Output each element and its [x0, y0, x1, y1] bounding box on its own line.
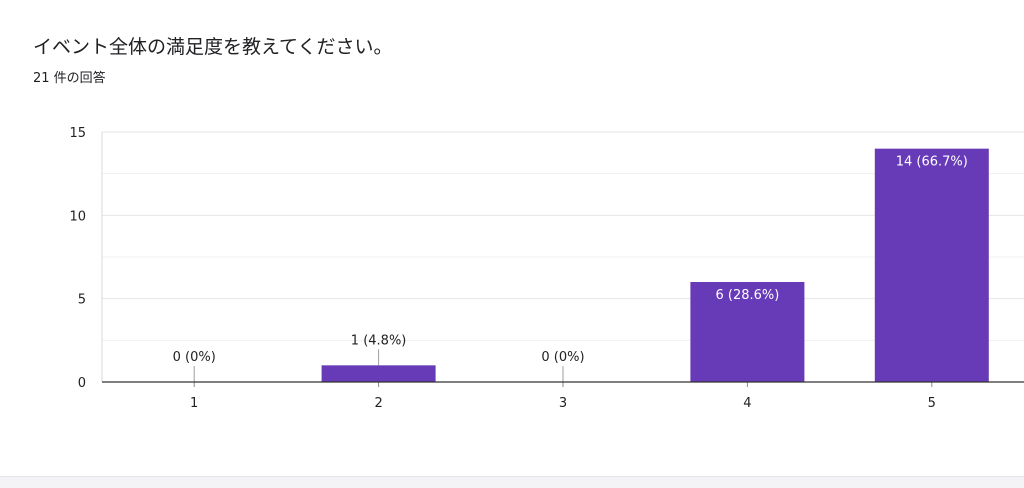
x-tick-label-1: 1 — [190, 396, 198, 411]
question-title: イベント全体の満足度を教えてください。 — [33, 36, 393, 58]
bar-5 — [874, 148, 989, 382]
y-tick-label-1: 5 — [78, 293, 86, 308]
question-card: イベント全体の満足度を教えてください。 21 件の回答 0 5 10 15 0 (0%)… — [33, 36, 1024, 411]
card-bottom-edge — [0, 476, 1024, 488]
x-tick-label-3: 3 — [559, 396, 567, 411]
y-tick-label-3: 15 — [69, 126, 86, 141]
data-label-2: 1 (4.8%) — [351, 333, 407, 348]
bar-chart: 0 5 10 15 0 (0%) 1 1 (4.8%) 2 0 (0%) 3 6 (28.6%) 4 1… — [69, 126, 1024, 411]
x-tick-label-2: 2 — [374, 396, 382, 411]
y-tick-label-2: 10 — [69, 209, 86, 224]
bar-2 — [321, 365, 436, 382]
data-label-1: 0 (0%) — [173, 350, 216, 365]
data-label-5: 14 (66.7%) — [896, 155, 968, 170]
data-label-4: 6 (28.6%) — [715, 288, 779, 303]
bar-4 — [690, 282, 805, 382]
data-label-3: 0 (0%) — [541, 350, 584, 365]
y-tick-label-0: 0 — [78, 376, 86, 391]
response-count: 21 件の回答 — [33, 71, 106, 86]
x-tick-label-5: 5 — [928, 396, 936, 411]
x-tick-label-4: 4 — [743, 396, 751, 411]
